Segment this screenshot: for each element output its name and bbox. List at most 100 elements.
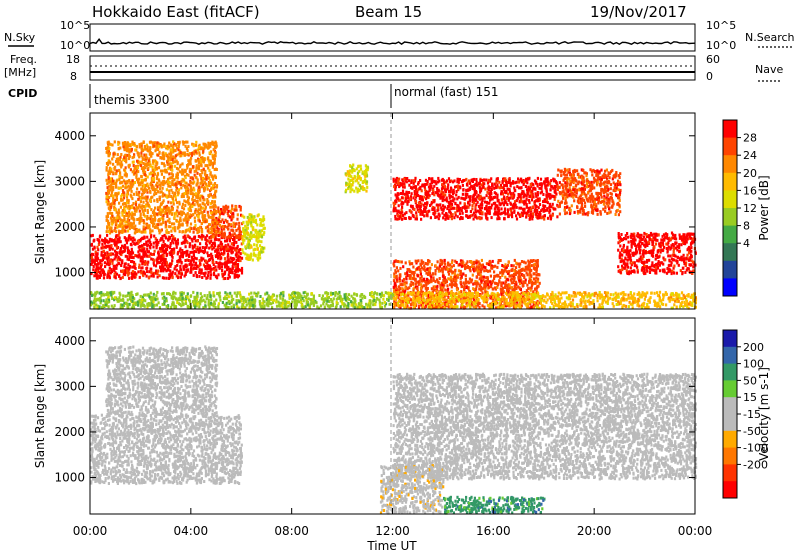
range-cell xyxy=(146,223,149,227)
range-cell xyxy=(117,161,120,165)
range-cell xyxy=(218,231,222,235)
range-cell xyxy=(105,262,109,266)
range-cell xyxy=(201,230,204,234)
range-cell xyxy=(102,249,105,253)
range-cell xyxy=(156,238,159,242)
range-cell xyxy=(213,174,216,178)
range-cell xyxy=(140,167,144,171)
range-cell xyxy=(121,180,124,184)
range-cell xyxy=(202,142,205,146)
range-cell xyxy=(113,205,116,209)
range-cell xyxy=(110,167,113,171)
range-cell xyxy=(115,245,118,249)
range-cell xyxy=(227,209,230,213)
range-cell xyxy=(572,173,575,177)
range-cell xyxy=(565,173,568,177)
range-cell xyxy=(448,196,451,200)
range-cell xyxy=(131,273,134,277)
range-cell xyxy=(217,227,220,231)
range-cell xyxy=(105,191,108,195)
range-cell xyxy=(619,210,622,214)
range-cell xyxy=(133,169,136,173)
range-cell xyxy=(132,260,136,264)
range-cell xyxy=(133,212,136,216)
range-cell xyxy=(230,218,233,222)
range-cell xyxy=(159,217,162,221)
range-cell xyxy=(617,193,620,197)
range-cell xyxy=(109,177,112,181)
range-cell xyxy=(204,205,207,209)
range-cell xyxy=(185,192,188,196)
range-cell xyxy=(618,176,621,179)
range-cell xyxy=(171,239,174,243)
range-cell xyxy=(487,179,491,183)
range-cell xyxy=(394,199,397,203)
range-cell xyxy=(423,214,426,218)
range-cell xyxy=(104,265,107,269)
range-cell xyxy=(118,174,121,178)
range-cell xyxy=(168,181,171,185)
range-cell xyxy=(584,193,588,197)
range-cell xyxy=(192,266,195,270)
range-cell xyxy=(538,203,542,206)
range-cell xyxy=(220,211,223,215)
range-cell xyxy=(447,205,450,208)
range-cell xyxy=(549,214,552,218)
range-cell xyxy=(170,248,174,251)
range-cell xyxy=(228,275,231,279)
range-cell xyxy=(140,151,143,155)
range-cell xyxy=(166,147,169,151)
range-cell xyxy=(138,244,142,248)
range-cell xyxy=(178,223,181,227)
range-cell xyxy=(529,183,532,187)
range-cell xyxy=(435,182,438,186)
range-cell xyxy=(184,200,188,204)
range-cell xyxy=(582,175,585,179)
range-cell xyxy=(446,207,449,211)
range-cell xyxy=(95,273,98,277)
range-cell xyxy=(117,192,120,196)
range-cell xyxy=(178,152,181,155)
range-cell xyxy=(458,212,462,216)
range-cell xyxy=(176,180,179,184)
range-cell xyxy=(587,211,590,215)
range-cell xyxy=(452,206,456,210)
range-cell xyxy=(616,202,619,206)
range-cell xyxy=(182,267,186,271)
range-cell xyxy=(174,229,177,233)
range-cell xyxy=(144,188,147,192)
range-cell xyxy=(213,268,216,272)
range-cell xyxy=(184,263,187,267)
range-cell xyxy=(520,211,523,215)
range-cell xyxy=(211,234,214,238)
range-cell xyxy=(213,157,216,161)
range-cell xyxy=(548,210,551,214)
range-cell xyxy=(207,156,210,160)
range-cell xyxy=(416,204,419,207)
range-cell xyxy=(411,213,414,217)
range-cell xyxy=(479,206,482,210)
range-cell xyxy=(148,140,152,144)
range-cell xyxy=(399,198,402,202)
range-cell xyxy=(220,230,223,233)
range-cell xyxy=(142,248,145,252)
range-cell xyxy=(217,206,220,210)
range-cell xyxy=(193,249,196,253)
range-cell xyxy=(181,140,184,144)
range-cell xyxy=(495,192,498,196)
range-cell xyxy=(439,203,442,207)
range-cell xyxy=(161,156,164,160)
range-cell xyxy=(157,240,160,244)
range-cell xyxy=(145,217,148,221)
range-cell xyxy=(171,237,174,241)
range-cell xyxy=(140,230,144,234)
range-cell xyxy=(490,216,493,220)
range-cell xyxy=(162,221,165,225)
range-cell xyxy=(108,142,111,146)
range-cell xyxy=(198,259,201,262)
range-cell xyxy=(116,240,119,244)
range-cell xyxy=(159,229,162,233)
range-cell xyxy=(172,202,175,206)
range-cell xyxy=(507,181,510,184)
range-cell xyxy=(214,191,217,195)
